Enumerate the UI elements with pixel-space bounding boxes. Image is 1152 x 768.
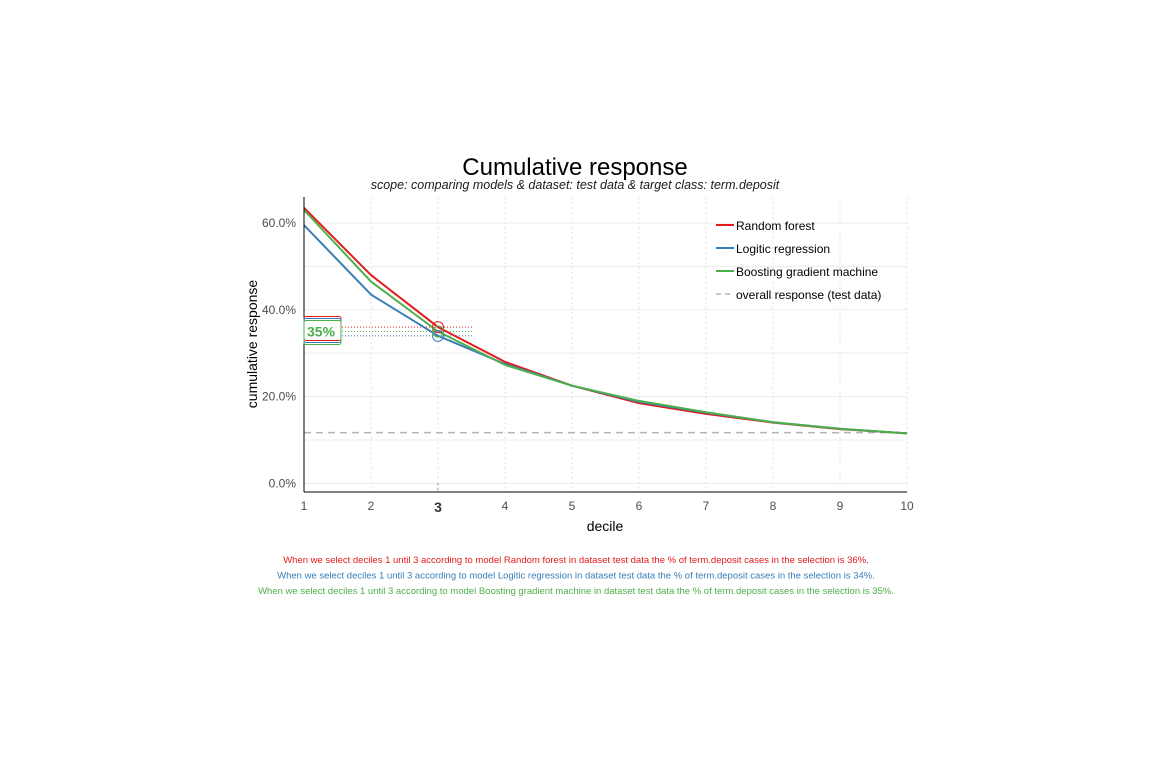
footnotes: When we select deciles 1 until 3 accordi… bbox=[258, 555, 894, 597]
series-line bbox=[303, 209, 908, 435]
x-tick-label: 5 bbox=[569, 499, 576, 513]
y-tick-label: 20.0% bbox=[262, 390, 296, 404]
x-tick-label: 9 bbox=[837, 499, 844, 513]
axes bbox=[303, 197, 907, 493]
highlight-marker bbox=[432, 329, 444, 342]
footnote-text: When we select deciles 1 until 3 accordi… bbox=[283, 555, 869, 566]
chart-subtitle: scope: comparing models & dataset: test … bbox=[371, 178, 780, 192]
legend: Random forest Logitic regression Boosting … bbox=[716, 219, 881, 302]
x-tick-label: 6 bbox=[636, 499, 643, 513]
y-tick-label: 40.0% bbox=[262, 303, 296, 317]
x-axis-ticks: 1 2 3 4 5 6 7 8 9 10 bbox=[301, 499, 914, 515]
value-annotation: 35% bbox=[303, 315, 342, 345]
y-tick-label: 60.0% bbox=[262, 216, 296, 230]
y-axis-title: cumulative response bbox=[244, 280, 260, 409]
annotation-box bbox=[303, 319, 342, 345]
legend-label: Random forest bbox=[736, 219, 815, 233]
y-tick-label: 0.0% bbox=[269, 476, 297, 490]
series-line bbox=[303, 224, 908, 435]
annotation-label: 35% bbox=[307, 323, 336, 339]
x-tick-label: 10 bbox=[900, 499, 914, 513]
legend-label: overall response (test data) bbox=[736, 288, 881, 302]
x-axis-title: decile bbox=[587, 518, 624, 534]
x-tick-label: 7 bbox=[703, 499, 710, 513]
footnote-text: When we select deciles 1 until 3 accordi… bbox=[277, 571, 875, 582]
highlight-marker bbox=[432, 325, 444, 338]
highlight-markers bbox=[432, 321, 444, 342]
x-tick-label: 4 bbox=[502, 499, 509, 513]
highlight-guides bbox=[342, 326, 472, 492]
chart-title: Cumulative response bbox=[462, 154, 687, 181]
legend-label: Boosting gradient machine bbox=[736, 265, 878, 279]
x-tick-label: 2 bbox=[368, 499, 375, 513]
x-tick-label: 1 bbox=[301, 499, 308, 513]
footnote-text: When we select deciles 1 until 3 accordi… bbox=[258, 586, 894, 597]
grid-lines bbox=[303, 197, 908, 492]
highlight-marker bbox=[432, 321, 444, 334]
x-tick-label: 3 bbox=[434, 499, 442, 515]
x-tick-label: 8 bbox=[770, 499, 777, 513]
y-axis-ticks: 0.0% 20.0% 40.0% 60.0% bbox=[262, 216, 296, 490]
series-lines bbox=[303, 207, 908, 435]
legend-label: Logitic regression bbox=[736, 242, 830, 256]
